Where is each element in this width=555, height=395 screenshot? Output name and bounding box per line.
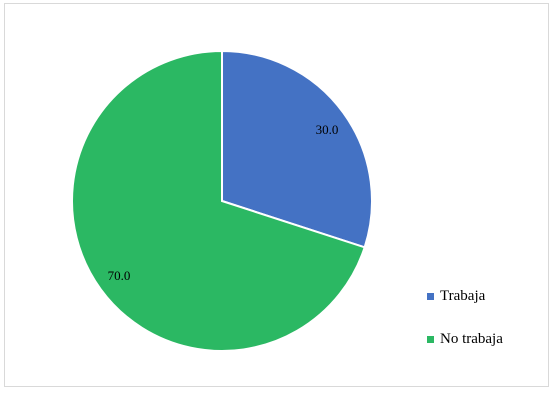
legend-label-no-trabaja: No trabaja (440, 331, 503, 347)
pie-slice-no-trabaja (71, 49, 366, 352)
data-label-no-trabaja: 70.0 (108, 268, 131, 283)
pie-slice-trabaja (221, 49, 373, 249)
legend-item-no-trabaja: No trabaja (427, 331, 503, 348)
chart-frame: 30.0 70.0 Trabaja No trabaja (4, 3, 549, 387)
legend-swatch-trabaja (427, 293, 434, 300)
legend-label-trabaja: Trabaja (440, 288, 486, 304)
pie-chart: 30.0 70.0 (71, 49, 373, 352)
legend-item-trabaja: Trabaja (427, 288, 485, 305)
data-label-trabaja: 30.0 (316, 122, 339, 137)
legend-swatch-no-trabaja (427, 336, 434, 343)
